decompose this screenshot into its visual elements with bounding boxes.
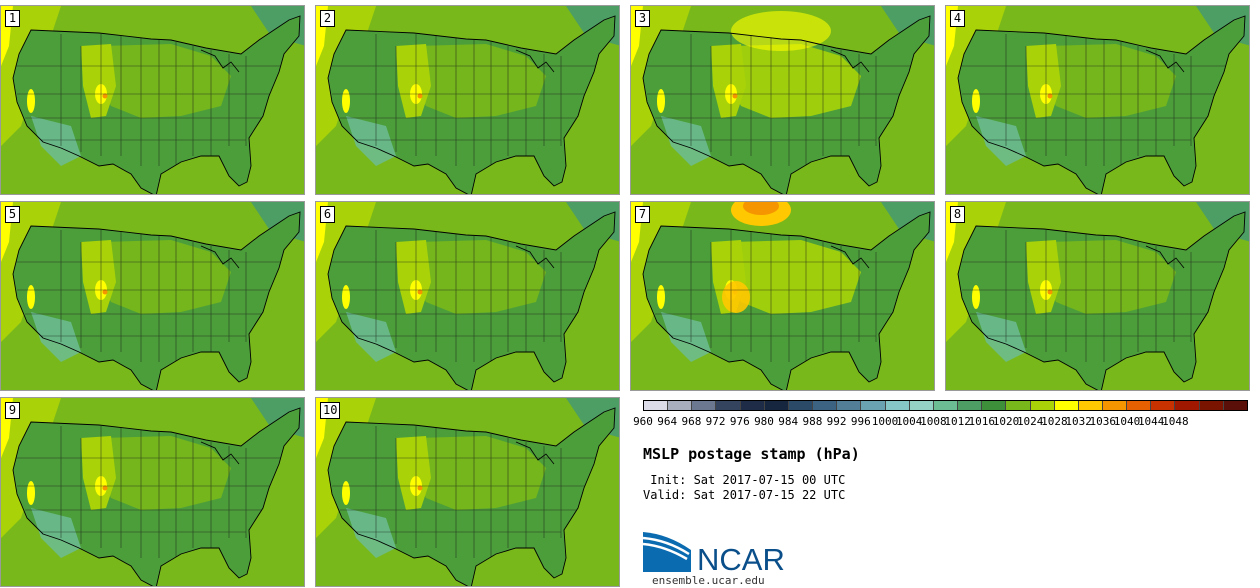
ncar-logo: NCAR	[643, 532, 785, 576]
colorbar-swatch	[1175, 401, 1200, 410]
colorbar-tick-label: 988	[802, 415, 823, 428]
colorbar-swatch	[958, 401, 983, 410]
colorbar-tick-label: 1000	[871, 415, 899, 428]
colorbar-tick-label: 1024	[1016, 415, 1044, 428]
member-label: 4	[950, 10, 965, 27]
mslp-map	[946, 6, 1249, 194]
colorbar-swatch	[668, 401, 693, 410]
colorbar-ticks: 960 964 968 972 976 980 984 988 992 996 1000 1004 10…	[630, 415, 1260, 429]
colorbar-swatch	[716, 401, 741, 410]
colorbar-tick-label: 1020	[992, 415, 1020, 428]
member-panel-5: 5	[0, 201, 305, 391]
member-label: 6	[320, 206, 335, 223]
mslp-map	[316, 202, 619, 390]
colorbar-swatch	[813, 401, 838, 410]
colorbar-tick-label: 996	[850, 415, 871, 428]
colorbar-swatch	[1199, 401, 1224, 410]
member-label: 3	[635, 10, 650, 27]
mslp-map	[631, 202, 934, 390]
colorbar-tick-label: 1040	[1113, 415, 1141, 428]
member-panel-8: 8	[945, 201, 1250, 391]
colorbar-tick-label: 964	[657, 415, 678, 428]
member-panel-10: 10	[315, 397, 620, 587]
mslp-map	[316, 6, 619, 194]
colorbar-swatch	[1102, 401, 1128, 410]
member-panel-3: 3	[630, 5, 935, 195]
colorbar-tick-label: 1008	[920, 415, 947, 428]
colorbar-tick-label: 1044	[1137, 415, 1165, 428]
colorbar-swatch	[1054, 401, 1079, 410]
colorbar-swatch	[885, 401, 910, 410]
member-label: 7	[635, 206, 650, 223]
colorbar-swatch	[740, 401, 765, 410]
colorbar-swatch	[909, 401, 934, 410]
colorbar-tick-label: 976	[729, 415, 750, 428]
mslp-map	[1, 202, 304, 390]
colorbar-swatch	[982, 401, 1007, 410]
colorbar-swatch	[764, 401, 789, 410]
colorbar-tick-label: 980	[754, 415, 774, 428]
colorbar-tick-label: 1004	[895, 415, 923, 428]
source-url: ensemble.ucar.edu	[652, 574, 765, 587]
mslp-map	[946, 202, 1249, 390]
colorbar-swatch	[861, 401, 886, 410]
member-label: 9	[5, 402, 20, 419]
colorbar-swatch	[1223, 401, 1247, 410]
member-panel-7: 7	[630, 201, 935, 391]
colorbar-tick-label: 1036	[1089, 415, 1117, 428]
colorbar-tick-label: 960	[633, 415, 653, 428]
colorbar-swatch	[1078, 401, 1103, 410]
colorbar-tick-label: 972	[705, 415, 726, 428]
mslp-map	[631, 6, 934, 194]
valid-time: Valid: Sat 2017-07-15 22 UTC	[643, 488, 846, 502]
member-label: 2	[320, 10, 335, 27]
colorbar-swatch	[1127, 401, 1152, 410]
member-panel-1: 1	[0, 5, 305, 195]
colorbar-tick-label: 992	[826, 415, 847, 428]
colorbar-swatch	[1030, 401, 1055, 410]
member-panel-9: 9	[0, 397, 305, 587]
colorbar-tick-label: 968	[681, 415, 702, 428]
init-time: Init: Sat 2017-07-15 00 UTC	[643, 473, 846, 487]
logo-text: NCAR	[697, 542, 785, 576]
member-label: 5	[5, 206, 20, 223]
colorbar-swatch	[644, 401, 669, 410]
member-label: 10	[320, 402, 341, 419]
member-panel-6: 6	[315, 201, 620, 391]
colorbar-tick-label: 1012	[944, 415, 971, 428]
colorbar-swatch	[1151, 401, 1176, 410]
member-panel-2: 2	[315, 5, 620, 195]
colorbar-swatch	[837, 401, 862, 410]
colorbar-swatch	[788, 401, 814, 410]
member-panel-4: 4	[945, 5, 1250, 195]
mslp-map	[316, 398, 619, 586]
colorbar-swatch	[1006, 401, 1031, 410]
mslp-map	[1, 398, 304, 586]
mslp-map	[1, 6, 304, 194]
colorbar-tick-label: 1016	[968, 415, 996, 428]
colorbar-tick-label: 1032	[1065, 415, 1092, 428]
colorbar-tick-label: 1048	[1162, 415, 1189, 428]
colorbar	[643, 400, 1248, 411]
chart-title: MSLP postage stamp (hPa)	[643, 445, 860, 463]
colorbar-swatch	[692, 401, 717, 410]
member-label: 1	[5, 10, 20, 27]
colorbar-tick-label: 984	[778, 415, 799, 428]
member-label: 8	[950, 206, 965, 223]
colorbar-tick-label: 1028	[1041, 415, 1068, 428]
colorbar-swatch	[933, 401, 959, 410]
